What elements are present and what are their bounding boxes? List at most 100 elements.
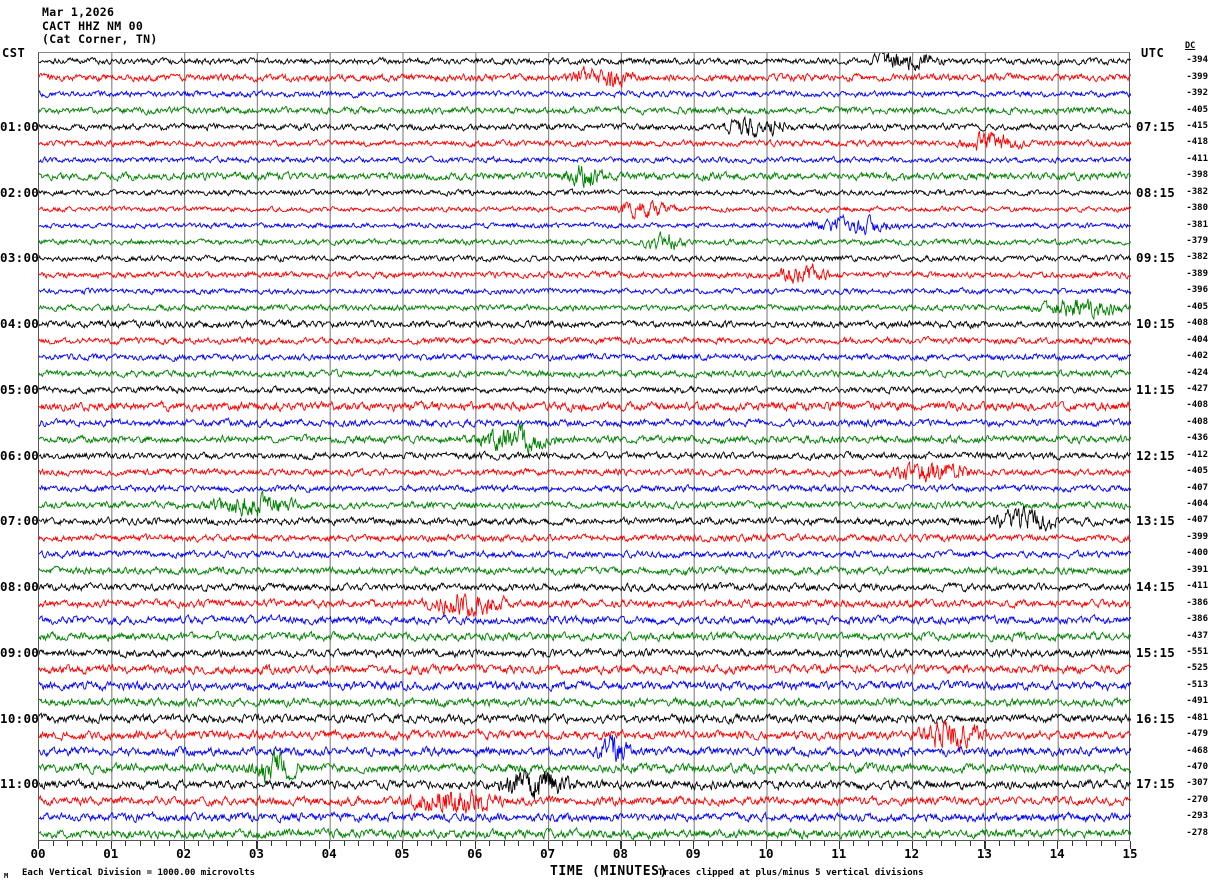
- x-axis-tick-label: 12: [904, 846, 920, 861]
- x-axis-minor-tick: [358, 841, 360, 846]
- x-axis-tick-label: 09: [685, 846, 701, 861]
- dc-offset-value: -307: [1186, 778, 1208, 789]
- dc-offset-value: -380: [1186, 203, 1208, 214]
- header-location: (Cat Corner, TN): [42, 32, 158, 46]
- x-axis-tick-label: 07: [540, 846, 556, 861]
- dc-offset-value: -407: [1186, 482, 1208, 493]
- utc-time-label: 14:15: [1136, 579, 1176, 595]
- x-axis-minor-tick: [591, 841, 593, 846]
- dc-offset-value: -379: [1186, 236, 1208, 247]
- x-axis-minor-tick: [926, 841, 928, 846]
- corner-mark: M: [4, 872, 9, 880]
- left-axis-label-cst: CST: [2, 46, 26, 60]
- seismic-trace: [39, 213, 1131, 236]
- header-date: Mar 1,2026: [42, 5, 115, 19]
- dc-offset-value: -398: [1186, 170, 1208, 181]
- seismic-trace: [39, 581, 1131, 593]
- x-axis-minor-tick: [154, 841, 156, 846]
- seismic-trace: [39, 826, 1131, 841]
- x-axis-minor-tick: [1086, 841, 1088, 846]
- x-axis-minor-tick: [1028, 841, 1030, 846]
- seismic-trace: [39, 662, 1131, 676]
- seismogram-svg: [39, 53, 1131, 842]
- x-axis-minor-tick: [503, 841, 505, 846]
- x-axis-major-tick: [620, 841, 622, 849]
- x-axis-minor-tick: [576, 841, 578, 846]
- x-axis-minor-tick: [678, 841, 680, 846]
- x-axis-minor-tick: [824, 841, 826, 846]
- seismic-trace: [39, 384, 1131, 395]
- x-axis-major-tick: [984, 841, 986, 849]
- dc-offset-value: -424: [1186, 367, 1208, 378]
- seismic-trace: [39, 165, 1131, 188]
- seismic-trace: [39, 734, 1131, 762]
- dc-column-header: DC: [1185, 42, 1195, 51]
- cst-time-label: 08:00: [0, 579, 40, 595]
- seismic-trace: [39, 286, 1131, 296]
- x-axis-minor-tick: [212, 841, 214, 846]
- dc-offset-value: -402: [1186, 351, 1208, 362]
- cst-time-label: 10:00: [0, 710, 40, 726]
- x-axis-tick-label: 13: [976, 846, 992, 861]
- x-axis-minor-tick: [605, 841, 607, 846]
- header-station: CACT HHZ NM 00: [42, 18, 144, 33]
- x-axis-tick-label: 08: [612, 846, 628, 861]
- x-axis-minor-tick: [664, 841, 666, 846]
- dc-offset-value: -491: [1186, 696, 1208, 707]
- dc-offset-value: -386: [1186, 597, 1208, 608]
- dc-offset-value: -481: [1186, 712, 1208, 723]
- seismic-trace: [39, 335, 1131, 346]
- dc-offset-value: -399: [1186, 71, 1208, 82]
- x-axis-major-tick: [1057, 841, 1059, 849]
- cst-time-label: 05:00: [0, 381, 40, 397]
- x-axis-minor-tick: [139, 841, 141, 846]
- seismic-trace: [39, 483, 1131, 494]
- seismic-trace: [39, 613, 1131, 627]
- x-axis-minor-tick: [809, 841, 811, 846]
- dc-offset-value: -293: [1186, 811, 1208, 822]
- dc-offset-value: -405: [1186, 104, 1208, 115]
- dc-offset-value: -551: [1186, 646, 1208, 657]
- seismic-trace: [39, 593, 1131, 617]
- x-axis-minor-tick: [67, 841, 69, 846]
- seismic-trace: [39, 53, 1131, 72]
- x-axis-major-tick: [1130, 841, 1132, 849]
- seismic-trace: [39, 231, 1131, 251]
- x-axis-major-tick: [766, 841, 768, 849]
- dc-offset-value: -399: [1186, 531, 1208, 542]
- dc-offset-value: -404: [1186, 499, 1208, 510]
- seismic-trace: [39, 399, 1131, 413]
- dc-offset-value: -408: [1186, 416, 1208, 427]
- x-axis-minor-tick: [169, 841, 171, 846]
- utc-time-label: 10:15: [1136, 316, 1176, 332]
- x-axis-minor-tick: [722, 841, 724, 846]
- x-axis-minor-tick: [969, 841, 971, 846]
- seismic-trace: [39, 352, 1131, 362]
- x-axis-minor-tick: [649, 841, 651, 846]
- x-axis-minor-tick: [285, 841, 287, 846]
- x-axis-minor-tick: [1042, 841, 1044, 846]
- x-axis-tick-label: 05: [394, 846, 410, 861]
- seismic-trace: [39, 696, 1131, 709]
- seismic-trace: [39, 188, 1131, 198]
- right-axis-label-utc: UTC: [1141, 46, 1165, 60]
- x-axis-minor-tick: [270, 841, 272, 846]
- x-axis-major-tick: [329, 841, 331, 849]
- x-axis-minor-tick: [562, 841, 564, 846]
- vertical-division-note: Each Vertical Division = 1000.00 microvo…: [22, 868, 255, 878]
- utc-time-label: 13:15: [1136, 513, 1176, 529]
- dc-offset-value: -415: [1186, 120, 1208, 131]
- dc-offset-value: -381: [1186, 219, 1208, 230]
- seismic-trace: [39, 319, 1131, 330]
- x-axis-minor-tick: [1115, 841, 1117, 846]
- x-axis-minor-tick: [241, 841, 243, 846]
- dc-offset-value: -394: [1186, 55, 1208, 66]
- cst-time-label: 06:00: [0, 447, 40, 463]
- seismic-trace: [39, 770, 1131, 800]
- x-axis-minor-tick: [634, 841, 636, 846]
- x-axis-minor-tick: [882, 841, 884, 846]
- x-axis-minor-tick: [780, 841, 782, 846]
- dc-offset-value: -382: [1186, 186, 1208, 197]
- seismic-trace: [39, 450, 1131, 461]
- cst-time-label: 04:00: [0, 316, 40, 332]
